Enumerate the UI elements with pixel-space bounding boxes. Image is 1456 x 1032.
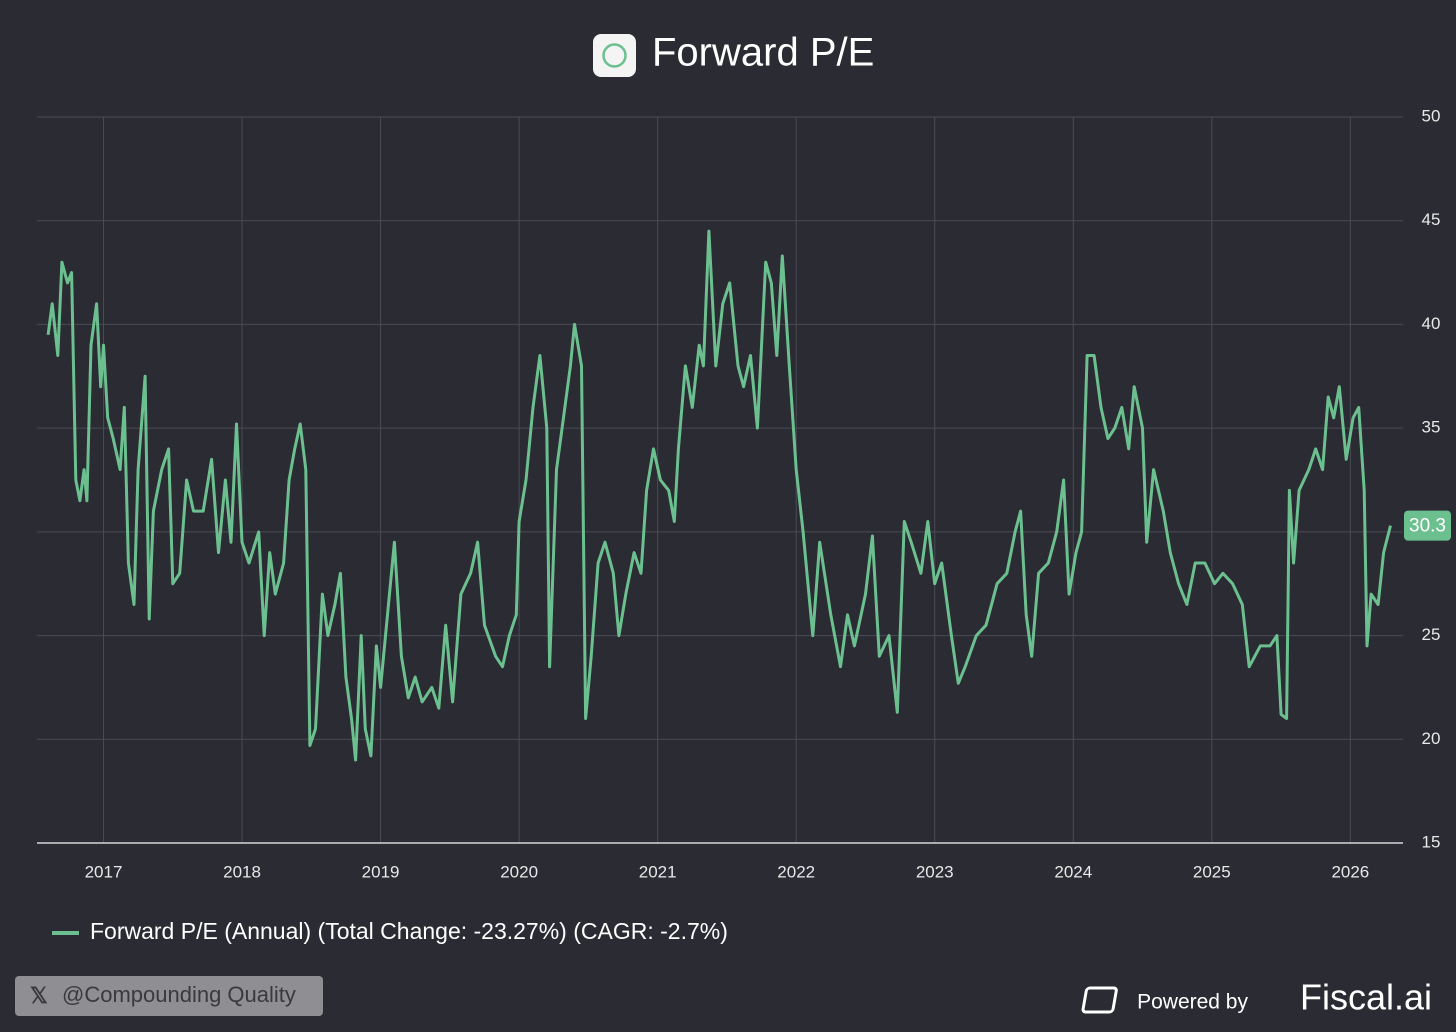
x-tick-label: 2023 (916, 862, 954, 881)
x-tick-label: 2021 (639, 862, 677, 881)
x-tick-label: 2025 (1193, 862, 1231, 881)
series-line (46, 229, 1392, 762)
y-tick-label: 35 (1422, 418, 1441, 437)
y-tick-label: 20 (1422, 729, 1441, 748)
brand-icon-frame (1081, 986, 1118, 1014)
x-tick-label: 2024 (1054, 862, 1092, 881)
y-tick-label: 25 (1422, 625, 1441, 644)
brand-icon (1081, 986, 1118, 1014)
y-tick-label: 15 (1422, 832, 1441, 851)
x-tick-label: 2018 (223, 862, 261, 881)
brand: Fiscal.ai (1300, 977, 1432, 1018)
powered-by: Powered by (1137, 991, 1248, 1014)
x-tick-label: 2022 (777, 862, 815, 881)
end-label: 30.3 (1409, 516, 1446, 537)
plot (46, 229, 1392, 762)
title-icon (593, 34, 636, 77)
y-tick-label: 40 (1422, 314, 1441, 333)
chart-title: Forward P/E (652, 31, 874, 75)
title-icon-ring (602, 43, 627, 68)
watermark-box (15, 976, 323, 1016)
x-tick-label: 2017 (85, 862, 123, 881)
grid (37, 116, 1403, 844)
x-tick-label: 2020 (500, 862, 538, 881)
legend-label: Forward P/E (Annual) (Total Change: -23.… (90, 918, 728, 944)
x-tick-label: 2019 (362, 862, 400, 881)
y-tick-label: 45 (1422, 210, 1441, 229)
watermark: @Compounding Quality (62, 982, 296, 1007)
y-tick-label: 50 (1422, 106, 1441, 125)
end-label-box (1404, 510, 1451, 541)
x-tick-label: 2026 (1331, 862, 1369, 881)
x-logo: 𝕏 (30, 983, 48, 1008)
